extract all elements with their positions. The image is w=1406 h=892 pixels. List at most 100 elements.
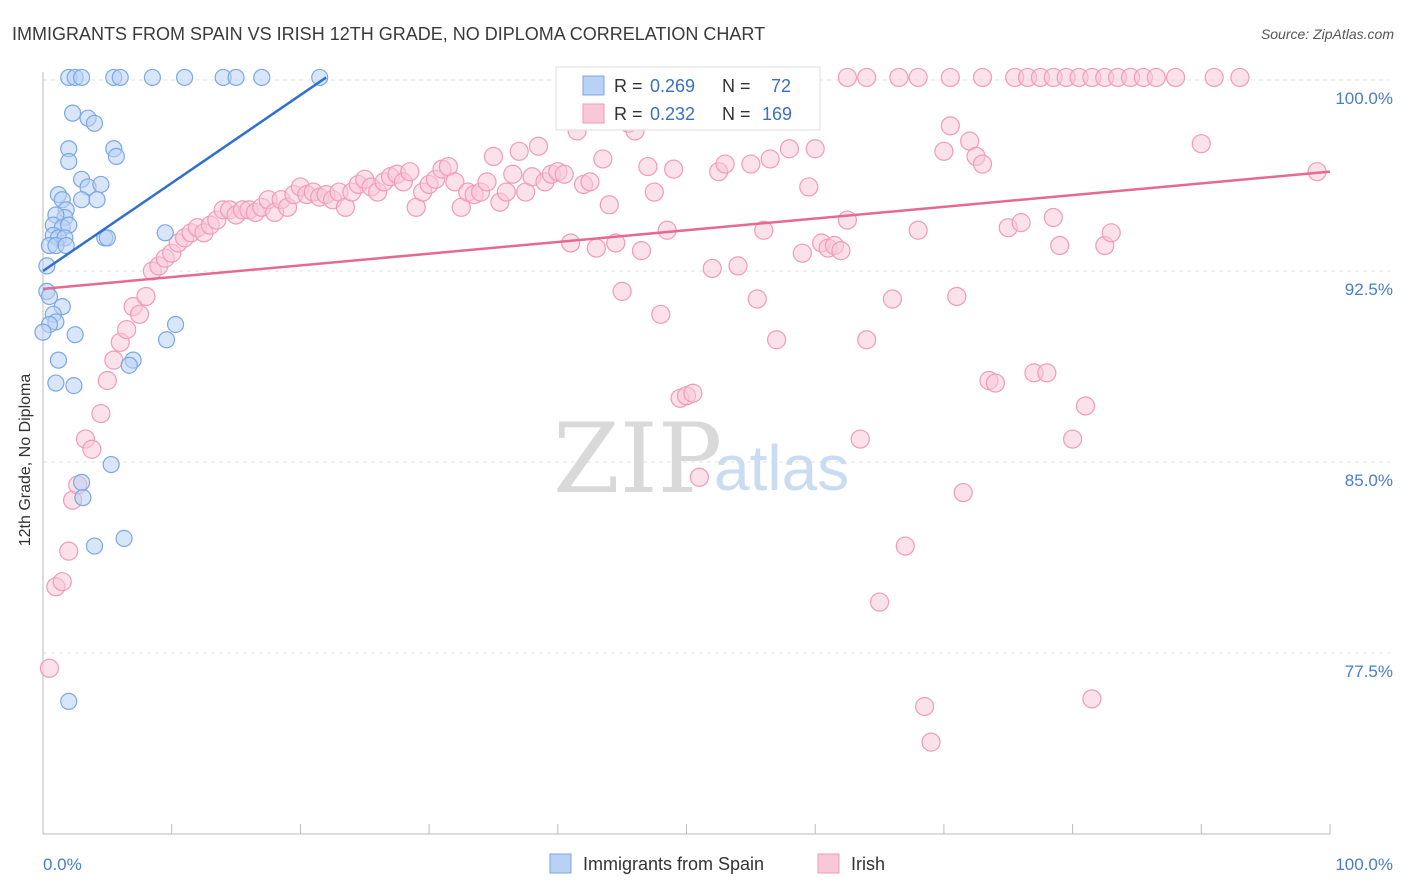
point-irish-68 (477, 172, 497, 192)
point-irish-128 (934, 141, 954, 161)
point-irish-8 (91, 404, 111, 424)
point-irish-120 (850, 429, 870, 449)
point-spain-60 (115, 529, 133, 548)
y-tick-label-2: 85.0% (1345, 471, 1393, 490)
point-spain-8 (227, 68, 245, 87)
point-irish-93 (638, 156, 658, 177)
point-irish-118 (831, 241, 851, 261)
point-irish-121 (857, 330, 877, 350)
x-tick-label-0: 0.0% (43, 855, 82, 874)
point-irish-122 (869, 592, 890, 612)
point-irish-72 (503, 164, 523, 184)
point-spain-39 (57, 236, 75, 255)
point-irish-108 (754, 220, 774, 240)
point-irish-113 (799, 177, 819, 197)
point-irish-144 (1075, 396, 1096, 416)
point-irish-87 (599, 195, 619, 215)
point-spain-48 (66, 326, 84, 344)
point-irish-56 (400, 162, 420, 182)
point-irish-63 (445, 172, 465, 192)
point-irish-106 (741, 154, 761, 174)
point-irish-101 (689, 467, 709, 487)
point-spain-17 (60, 152, 78, 171)
legend-label-irish: Irish (851, 854, 885, 874)
point-spain-56 (102, 455, 120, 474)
point-irish-168 (1165, 67, 1186, 88)
point-irish-85 (586, 238, 607, 258)
point-irish-114 (805, 139, 825, 159)
point-irish-167 (1146, 67, 1166, 88)
point-irish-15 (136, 286, 156, 307)
point-irish-148 (1191, 134, 1211, 154)
point-spain-51 (49, 351, 68, 369)
point-spain-24 (88, 191, 106, 209)
point-spain-23 (73, 191, 91, 209)
stats-r-value-spain: 0.269 (650, 76, 695, 96)
point-spain-10 (311, 68, 329, 87)
legend-swatch-immigrants-from-spain (549, 853, 572, 874)
stats-n-label-irish: N = (722, 104, 751, 124)
stats-r-value-irish: 0.232 (650, 104, 695, 124)
point-spain-36 (156, 224, 174, 242)
y-tick-label-0: 100.0% (1335, 89, 1393, 108)
point-irish-102 (702, 258, 722, 279)
point-irish-104 (715, 154, 735, 174)
point-irish-111 (779, 139, 800, 159)
point-irish-10 (104, 350, 124, 370)
point-irish-2 (52, 572, 72, 592)
stats-swatch-irish (582, 103, 605, 124)
point-irish-131 (953, 482, 973, 503)
point-irish-136 (985, 373, 1005, 393)
stats-r-label-spain: R = (614, 76, 643, 96)
watermark-atlas: atlas (714, 432, 849, 504)
point-irish-169 (1204, 67, 1224, 88)
point-irish-145 (1082, 689, 1102, 709)
point-irish-140 (1037, 363, 1057, 383)
point-irish-130 (947, 286, 967, 307)
point-irish-154 (940, 67, 960, 88)
point-irish-129 (940, 116, 960, 136)
chart-source: Source: ZipAtlas.com (1261, 26, 1394, 42)
trend-line-irish (42, 170, 1331, 291)
y-tick-labels: 100.0% 92.5% 85.0% 77.5% (1335, 89, 1393, 681)
point-spain-58 (74, 489, 92, 507)
point-irish-126 (914, 696, 935, 717)
point-spain-4 (111, 68, 129, 87)
point-spain-55 (65, 377, 83, 395)
point-irish-3 (59, 541, 79, 561)
point-irish-97 (664, 159, 684, 179)
x-tick-labels: 0.0% 100.0% (43, 855, 1393, 874)
point-irish-71 (496, 182, 516, 202)
point-irish-92 (631, 241, 652, 261)
point-spain-11 (64, 104, 82, 122)
point-irish-125 (908, 220, 928, 240)
point-spain-13 (85, 114, 104, 132)
point-irish-110 (766, 330, 787, 350)
point-irish-7 (82, 439, 102, 459)
watermark: ZIP atlas (553, 403, 849, 515)
point-irish-134 (972, 154, 993, 174)
point-spain-47 (166, 315, 185, 334)
stats-n-value-spain: 72 (771, 76, 791, 96)
point-irish-107 (747, 289, 767, 309)
point-irish-127 (921, 732, 941, 752)
y-axis-label: 12th Grade, No Diploma (17, 374, 34, 547)
point-spain-61 (60, 692, 78, 710)
point-irish-112 (792, 243, 812, 263)
point-irish-100 (683, 383, 703, 403)
point-irish-88 (606, 233, 626, 253)
legend-swatch-irish (817, 853, 840, 874)
point-spain-9 (253, 68, 271, 87)
stats-r-label-irish: R = (614, 104, 643, 124)
point-irish-155 (972, 67, 993, 88)
point-spain-6 (175, 68, 194, 87)
chart-title: IMMIGRANTS FROM SPAIN VS IRISH 12TH GRAD… (12, 24, 765, 44)
point-spain-16 (107, 147, 125, 165)
point-irish-105 (728, 256, 748, 276)
point-irish-89 (612, 281, 632, 301)
point-irish-86 (593, 149, 613, 169)
stats-legend: R = 0.269 N = 72 R = 0.232 N = 169 (555, 66, 821, 131)
point-spain-35 (98, 229, 116, 247)
point-irish-151 (857, 67, 877, 88)
watermark-zip: ZIP (553, 403, 722, 515)
